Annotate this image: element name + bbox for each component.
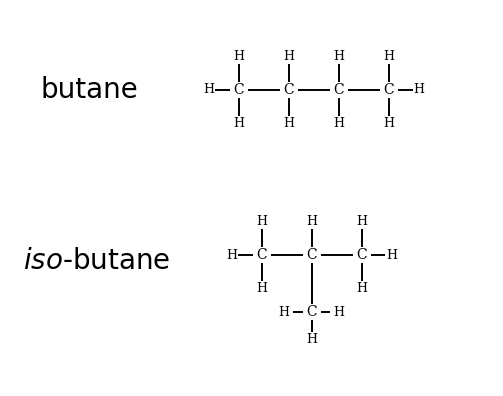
Text: H: H: [226, 249, 237, 261]
Text: $\mathit{iso}$-butane: $\mathit{iso}$-butane: [23, 247, 170, 275]
Text: H: H: [356, 215, 367, 228]
Text: H: H: [279, 306, 290, 318]
Text: H: H: [204, 84, 214, 96]
Text: H: H: [284, 117, 295, 130]
Text: H: H: [306, 333, 317, 346]
Text: H: H: [356, 282, 367, 295]
Text: H: H: [306, 215, 317, 228]
Text: butane: butane: [40, 76, 138, 104]
Text: C: C: [234, 83, 244, 97]
Text: C: C: [306, 305, 317, 319]
Text: H: H: [333, 117, 345, 130]
Text: H: H: [384, 117, 394, 130]
Text: H: H: [256, 282, 267, 295]
Text: C: C: [356, 248, 367, 262]
Text: H: H: [233, 117, 244, 130]
Text: H: H: [333, 306, 345, 318]
Text: C: C: [333, 83, 345, 97]
Text: H: H: [233, 50, 244, 63]
Text: C: C: [384, 83, 394, 97]
Text: C: C: [284, 83, 294, 97]
Text: C: C: [306, 248, 317, 262]
Text: C: C: [256, 248, 267, 262]
Text: H: H: [413, 84, 425, 96]
Text: H: H: [256, 215, 267, 228]
Text: H: H: [384, 50, 394, 63]
Text: H: H: [284, 50, 295, 63]
Text: H: H: [333, 50, 345, 63]
Text: H: H: [386, 249, 397, 261]
